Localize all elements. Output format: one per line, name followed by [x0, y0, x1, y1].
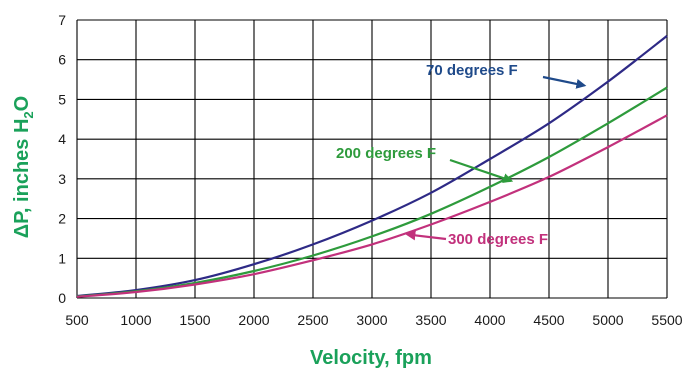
y-tick-label-1: 1 — [58, 250, 66, 266]
annotation-arrow-1 — [449, 158, 514, 183]
y-axis-title-lead: ΔP, inches H — [11, 119, 33, 239]
x-tick-label-1000: 1000 — [120, 312, 151, 328]
x-tick-label-5500: 5500 — [651, 312, 682, 328]
y-tick-label-2: 2 — [58, 211, 66, 227]
annotation-label-1: 200 degrees F — [336, 145, 436, 162]
series-lines — [76, 35, 668, 298]
series-line-1 — [76, 86, 668, 298]
annotation-label-2: 300 degrees F — [448, 231, 548, 248]
x-tick-label-4000: 4000 — [474, 312, 505, 328]
x-tick-label-2500: 2500 — [297, 312, 328, 328]
x-tick-label-5000: 5000 — [592, 312, 623, 328]
y-tick-label-5: 5 — [58, 91, 66, 107]
y-axis-title: ΔP, inches H2O — [11, 96, 36, 238]
annotation-arrow-2 — [405, 230, 447, 241]
y-tick-label-7: 7 — [58, 12, 66, 28]
x-tick-label-2000: 2000 — [238, 312, 269, 328]
x-tick-label-500: 500 — [65, 312, 89, 328]
x-tick-label-3000: 3000 — [356, 312, 387, 328]
x-axis-title: Velocity, fpm — [310, 347, 432, 369]
annotations: 70 degrees F 200 degrees F 300 degrees F — [336, 62, 587, 248]
y-tick-label-4: 4 — [58, 131, 66, 147]
series-line-2 — [76, 114, 668, 298]
x-tick-label-4500: 4500 — [533, 312, 564, 328]
y-tick-label-6: 6 — [58, 52, 66, 68]
grid — [76, 19, 668, 299]
annotation-label-0: 70 degrees F — [426, 62, 518, 79]
series-line-0 — [76, 35, 668, 298]
y-axis-title-subscript: 2 — [21, 111, 36, 118]
annotation-arrow-0 — [542, 75, 587, 89]
y-tick-label-0: 0 — [58, 290, 66, 306]
y-tick-labels: 0 1 2 3 4 5 6 7 — [58, 12, 66, 306]
y-axis-title-tail: O — [11, 96, 33, 112]
x-tick-labels: 500 1000 1500 2000 2500 3000 3500 4000 4500 5000 5… — [65, 312, 682, 328]
x-tick-label-3500: 3500 — [415, 312, 446, 328]
y-tick-label-3: 3 — [58, 171, 66, 187]
x-tick-label-1500: 1500 — [179, 312, 210, 328]
